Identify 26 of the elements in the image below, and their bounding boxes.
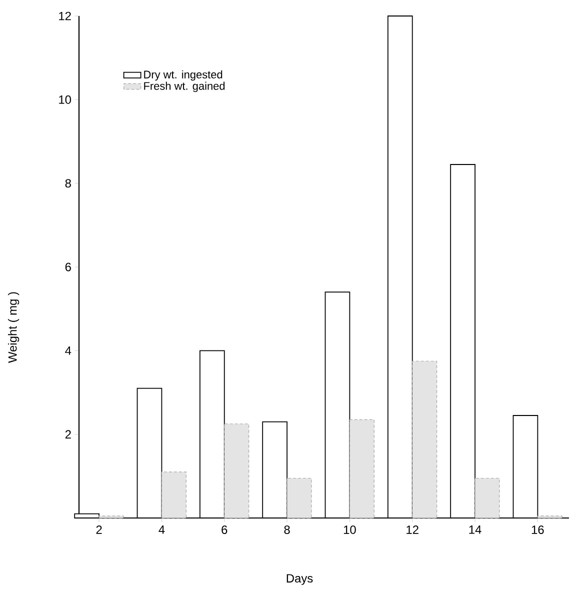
- legend-label: Dry wt. ingested: [144, 70, 222, 81]
- bar: [286, 478, 312, 518]
- y-tick-label: 10: [59, 95, 72, 104]
- x-tick-label: 16: [532, 526, 544, 534]
- x-tick-label: 2: [96, 526, 102, 534]
- x-tick-label: 12: [406, 526, 418, 534]
- bar: [412, 360, 438, 518]
- x-tick-label: 4: [158, 526, 165, 534]
- y-tick-label: 2: [65, 430, 71, 439]
- x-tick-label: 14: [469, 526, 482, 534]
- bar: [224, 424, 250, 518]
- legend-label: Fresh wt. gained: [144, 82, 225, 92]
- x-tick-label: 6: [222, 526, 228, 534]
- x-axis-title: Days: [286, 574, 313, 585]
- bar: [161, 472, 186, 518]
- bar: [98, 516, 124, 518]
- x-tick-label: 8: [284, 526, 290, 534]
- bar: [537, 516, 562, 518]
- y-tick-label: 4: [65, 346, 72, 355]
- y-tick-label: 12: [59, 12, 71, 20]
- bar: [474, 478, 500, 518]
- y-tick-label: 6: [65, 262, 71, 272]
- x-tick-label: 10: [344, 526, 356, 534]
- y-axis-title: Weight ( mg ): [8, 292, 20, 363]
- y-tick-label: 8: [65, 179, 71, 188]
- bar: [349, 419, 374, 518]
